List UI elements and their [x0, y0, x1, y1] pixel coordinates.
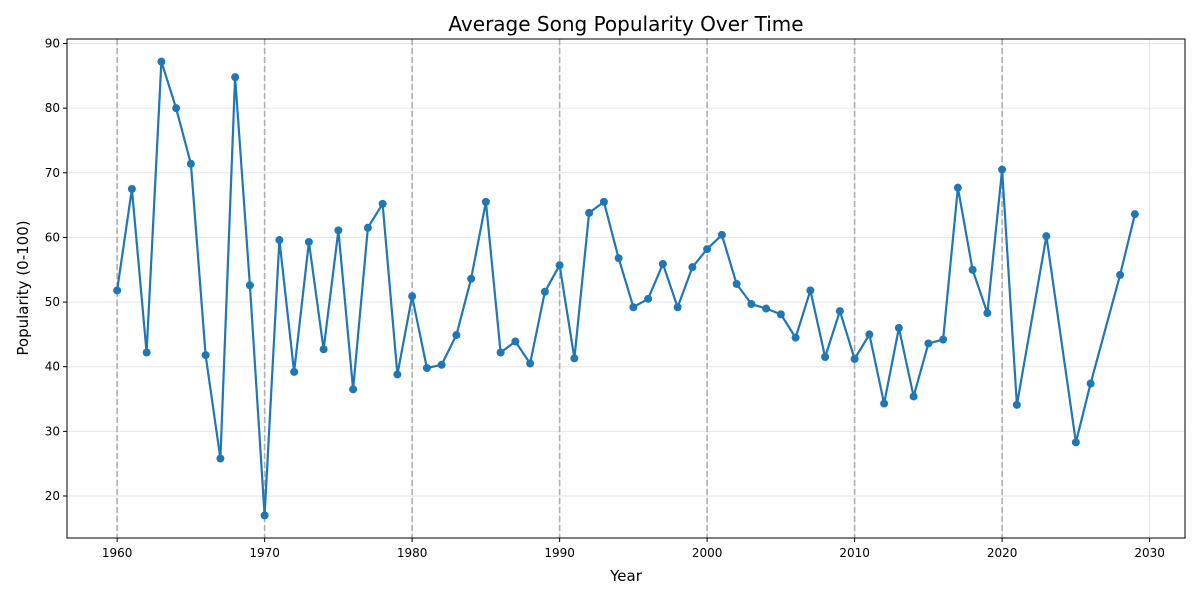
data-point — [762, 304, 771, 313]
data-point — [304, 237, 313, 246]
y-axis-title: Popularity (0-100) — [14, 220, 32, 355]
data-point — [260, 511, 269, 520]
x-axis-ticks: 1960 1970 1980 1990 2000 2010 2020 2030 — [102, 538, 1165, 560]
data-point — [1042, 232, 1051, 241]
x-tick-label: 1980 — [397, 546, 428, 560]
y-tick-label: 90 — [45, 37, 60, 51]
data-point — [157, 57, 166, 66]
data-point — [585, 208, 594, 217]
data-point — [127, 184, 136, 193]
data-point — [1012, 400, 1021, 409]
y-axis-ticks: 20 30 40 50 60 70 80 90 — [45, 37, 67, 503]
data-points — [113, 57, 1139, 520]
x-tick-label: 2010 — [839, 546, 870, 560]
data-point — [776, 310, 785, 319]
y-tick-label: 40 — [45, 360, 60, 374]
x-axis-title: Year — [609, 567, 643, 585]
data-point — [644, 294, 653, 303]
data-point — [393, 370, 402, 379]
x-tick-label: 1960 — [102, 546, 133, 560]
data-point — [909, 392, 918, 401]
data-point — [467, 274, 476, 283]
x-tick-label: 2020 — [987, 546, 1018, 560]
data-point — [806, 286, 815, 295]
data-point — [422, 364, 431, 373]
plot-frame — [66, 38, 1186, 539]
data-point — [658, 259, 667, 268]
data-point — [924, 339, 933, 348]
chart-title: Average Song Popularity Over Time — [448, 12, 803, 36]
data-point — [231, 73, 240, 82]
data-point — [319, 345, 328, 354]
data-point — [983, 309, 992, 318]
x-tick-label: 1970 — [249, 546, 280, 560]
data-point — [732, 279, 741, 288]
data-point — [142, 348, 151, 357]
data-point — [526, 359, 535, 368]
data-point — [555, 261, 564, 270]
data-point — [172, 104, 181, 113]
data-point — [747, 300, 756, 309]
data-point — [1071, 438, 1080, 447]
data-point — [629, 303, 638, 312]
data-point — [496, 348, 505, 357]
data-point — [717, 230, 726, 239]
y-tick-label: 60 — [45, 230, 60, 244]
data-point — [378, 199, 387, 208]
data-point — [791, 333, 800, 342]
data-point — [408, 292, 417, 301]
data-point — [703, 245, 712, 254]
data-point — [865, 330, 874, 339]
y-tick-label: 50 — [45, 295, 60, 309]
data-point — [1116, 270, 1125, 279]
data-point — [290, 367, 299, 376]
y-tick-label: 20 — [45, 489, 60, 503]
data-point — [511, 337, 520, 346]
x-tick-label: 2030 — [1134, 546, 1165, 560]
data-point — [216, 454, 225, 463]
data-point — [835, 307, 844, 316]
data-point — [186, 159, 195, 168]
data-point — [437, 360, 446, 369]
data-point — [349, 385, 358, 394]
data-point — [275, 236, 284, 245]
data-point — [850, 354, 859, 363]
y-tick-label: 70 — [45, 166, 60, 180]
data-point — [688, 263, 697, 272]
data-point — [452, 331, 461, 340]
data-point — [1130, 210, 1139, 219]
data-point — [953, 183, 962, 192]
data-point — [599, 197, 608, 206]
data-point — [1086, 379, 1095, 388]
y-tick-label: 80 — [45, 101, 60, 115]
data-point — [540, 287, 549, 296]
data-point — [939, 335, 948, 344]
data-point — [570, 354, 579, 363]
y-tick-label: 30 — [45, 424, 60, 438]
data-point — [673, 303, 682, 312]
data-point — [481, 197, 490, 206]
data-point — [245, 281, 254, 290]
x-tick-label: 2000 — [692, 546, 723, 560]
data-point — [894, 323, 903, 332]
data-point — [201, 351, 210, 360]
data-point — [998, 165, 1007, 174]
data-point — [880, 399, 889, 408]
x-tick-label: 1990 — [544, 546, 575, 560]
data-point — [968, 265, 977, 274]
decade-lines — [116, 39, 1003, 538]
data-point — [334, 226, 343, 235]
data-point — [363, 223, 372, 232]
data-point — [614, 254, 623, 263]
data-point — [821, 353, 830, 362]
data-point — [113, 286, 122, 295]
